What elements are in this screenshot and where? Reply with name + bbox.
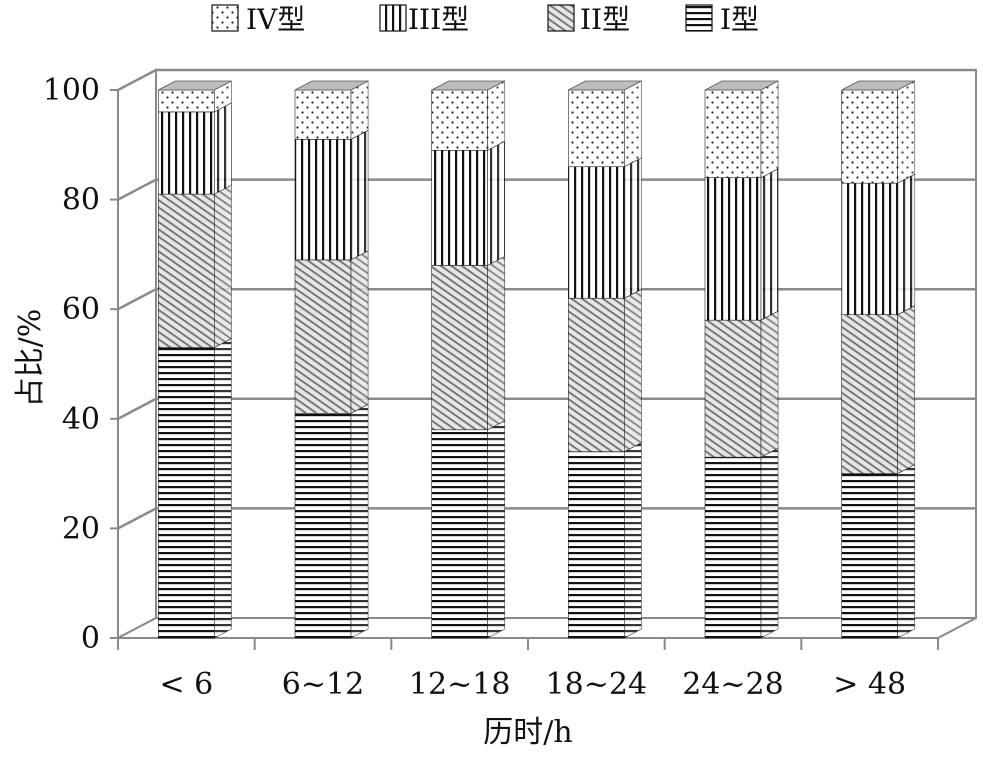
bar-top — [841, 80, 915, 91]
bar-side-3 — [624, 157, 642, 299]
bar-segment-1 — [431, 429, 488, 639]
x-axis-title: 历时/h — [483, 715, 572, 750]
legend-item-ii: II型 — [547, 3, 630, 36]
gridline — [117, 178, 976, 201]
bar-side-2 — [214, 184, 232, 349]
bar-segment-2 — [158, 193, 215, 348]
bar-segment-1 — [568, 451, 625, 639]
bar-side-4 — [760, 80, 779, 179]
bar-top — [294, 80, 369, 91]
bar-side-4 — [350, 80, 369, 140]
x-tick-label: 6~12 — [282, 667, 364, 702]
y-tick-label: 80 — [62, 183, 100, 218]
gridline — [117, 287, 976, 311]
bar-segment-3 — [294, 139, 352, 261]
legend-label-iii: III型 — [408, 3, 469, 36]
plot-area: 0 20 40 60 80 100 < 6 6~12 12~18 18~24 24~28 > 48 — [43, 68, 977, 702]
x-tick-label: 18~24 — [546, 667, 647, 702]
bar-side-4 — [624, 80, 642, 168]
y-tick-label: 20 — [62, 511, 100, 546]
bar-segment-2 — [294, 259, 352, 414]
x-tick-label: < 6 — [159, 667, 213, 702]
bar-side-3 — [214, 102, 232, 195]
bar-segment-3 — [704, 177, 762, 321]
side-wall — [117, 68, 157, 640]
bar-side-1 — [897, 464, 916, 639]
bar-side-2 — [624, 288, 642, 453]
bar-side-2 — [350, 250, 369, 414]
bar-segment-4 — [568, 89, 625, 168]
legend: IV型 III型 II型 I型 — [211, 3, 759, 36]
bar-segment-4 — [158, 89, 215, 113]
bar-segment-3 — [158, 111, 215, 195]
bar-side-4 — [487, 80, 506, 151]
legend-swatch-ii — [547, 4, 575, 32]
bar-segment-2 — [431, 265, 488, 431]
y-tick-label: 100 — [43, 73, 100, 108]
y-tick-label: 0 — [81, 621, 100, 656]
legend-label-iv: IV型 — [246, 3, 305, 36]
legend-item-i: I型 — [685, 3, 759, 36]
legend-swatch-i — [685, 4, 713, 32]
gridline — [117, 507, 976, 530]
y-tick-label: 60 — [62, 292, 100, 327]
bar-side-1 — [350, 403, 369, 639]
x-tick-label: 12~18 — [409, 667, 510, 702]
bar-segment-3 — [431, 149, 488, 266]
x-tick-label: > 48 — [833, 667, 906, 702]
bar-side-4 — [897, 80, 916, 184]
bar-top — [158, 80, 232, 91]
legend-swatch-iii — [379, 4, 407, 32]
bar-segment-1 — [158, 347, 215, 639]
bar-segment-1 — [841, 473, 898, 639]
bar-segment-1 — [294, 413, 352, 639]
bar-segment-4 — [841, 89, 898, 184]
bar-segment-1 — [704, 456, 762, 639]
y-axis-title: 占比/% — [13, 309, 48, 408]
bar-side-1 — [214, 338, 232, 639]
bar-segment-4 — [431, 89, 488, 151]
legend-item-iv: IV型 — [211, 3, 305, 36]
gridline — [117, 397, 976, 420]
bar-top — [431, 80, 505, 91]
bar-side-3 — [487, 140, 506, 266]
x-tick-label: 24~28 — [682, 667, 783, 702]
bar-side-1 — [760, 447, 779, 639]
bar-side-2 — [487, 255, 506, 431]
bar-segment-4 — [704, 89, 762, 178]
bar-segment-4 — [294, 89, 352, 140]
legend-label-i: I型 — [720, 3, 759, 36]
bar-side-1 — [487, 420, 506, 639]
legend-item-iii: III型 — [379, 3, 469, 36]
bar-segment-2 — [704, 319, 762, 458]
bar-side-2 — [760, 310, 779, 458]
bar-side-3 — [350, 129, 369, 261]
bar-top — [704, 80, 779, 91]
bar-segment-3 — [568, 166, 625, 299]
legend-label-ii: II型 — [580, 3, 630, 36]
bar-side-3 — [897, 173, 916, 316]
bar-segment-3 — [841, 182, 898, 315]
gridline — [117, 68, 976, 92]
legend-swatch-iv — [211, 4, 239, 32]
bar-top — [568, 80, 642, 91]
y-tick-label: 40 — [62, 402, 100, 437]
bar-segment-2 — [568, 297, 625, 452]
bar-side-1 — [624, 442, 642, 639]
bar-segment-2 — [841, 314, 898, 474]
bar-side-2 — [897, 305, 916, 475]
bar-side-3 — [760, 168, 779, 321]
